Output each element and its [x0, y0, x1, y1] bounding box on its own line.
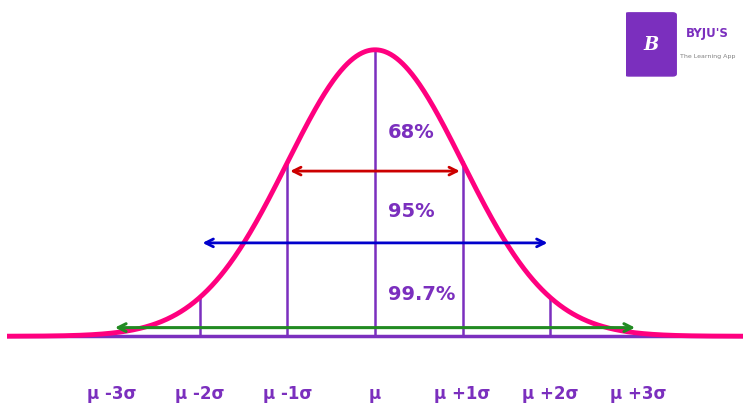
Text: 95%: 95% [388, 202, 435, 220]
Text: 99.7%: 99.7% [388, 284, 455, 303]
FancyBboxPatch shape [625, 14, 676, 77]
Text: 68%: 68% [388, 123, 435, 142]
Text: B: B [643, 36, 658, 54]
Text: BYJU'S: BYJU'S [686, 27, 729, 40]
Text: The Learning App: The Learning App [680, 54, 735, 59]
